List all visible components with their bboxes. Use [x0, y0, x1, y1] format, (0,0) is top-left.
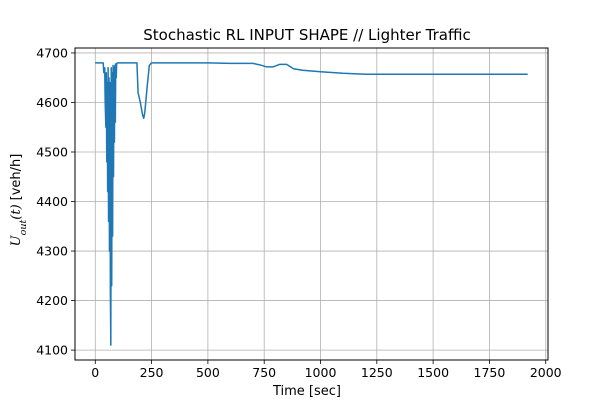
y-tick-label: 4500 [36, 145, 68, 160]
y-tick-label: 4600 [36, 95, 68, 110]
x-tick-label: 250 [140, 365, 164, 380]
y-axis-label: Uout(t) [veh/h] [9, 154, 29, 247]
grid [75, 48, 548, 360]
y-tick-label: 4100 [36, 343, 68, 358]
plot-area-frame [74, 47, 549, 361]
x-tick-label: 2000 [530, 365, 562, 380]
x-tick-label: 1750 [474, 365, 506, 380]
y-tick-label: 4700 [36, 45, 68, 60]
y-axis-label-unit: [veh/h] [9, 154, 24, 201]
series-line [95, 62, 528, 346]
y-axis-label-var: U [9, 234, 24, 246]
x-tick-label: 750 [252, 365, 276, 380]
x-axis-label: Time [sec] [272, 384, 341, 399]
axis-ticks: 0 250 500 750 1000 1250 1500 1750 2000 4100 4200 43… [36, 45, 562, 380]
x-tick-label: 1500 [417, 365, 449, 380]
x-tick-label: 1000 [305, 365, 337, 380]
chart-title: Stochastic RL INPUT SHAPE // Lighter Tra… [143, 26, 470, 44]
y-tick-label: 4400 [36, 194, 68, 209]
y-axis-label-sub: out [18, 220, 29, 236]
x-tick-label: 1250 [361, 365, 393, 380]
y-tick-label: 4200 [36, 293, 68, 308]
x-tick-label: 0 [91, 365, 99, 380]
x-tick-label: 500 [196, 365, 220, 380]
y-tick-label: 4300 [36, 244, 68, 259]
y-axis-label-arg: (t) [9, 204, 24, 219]
